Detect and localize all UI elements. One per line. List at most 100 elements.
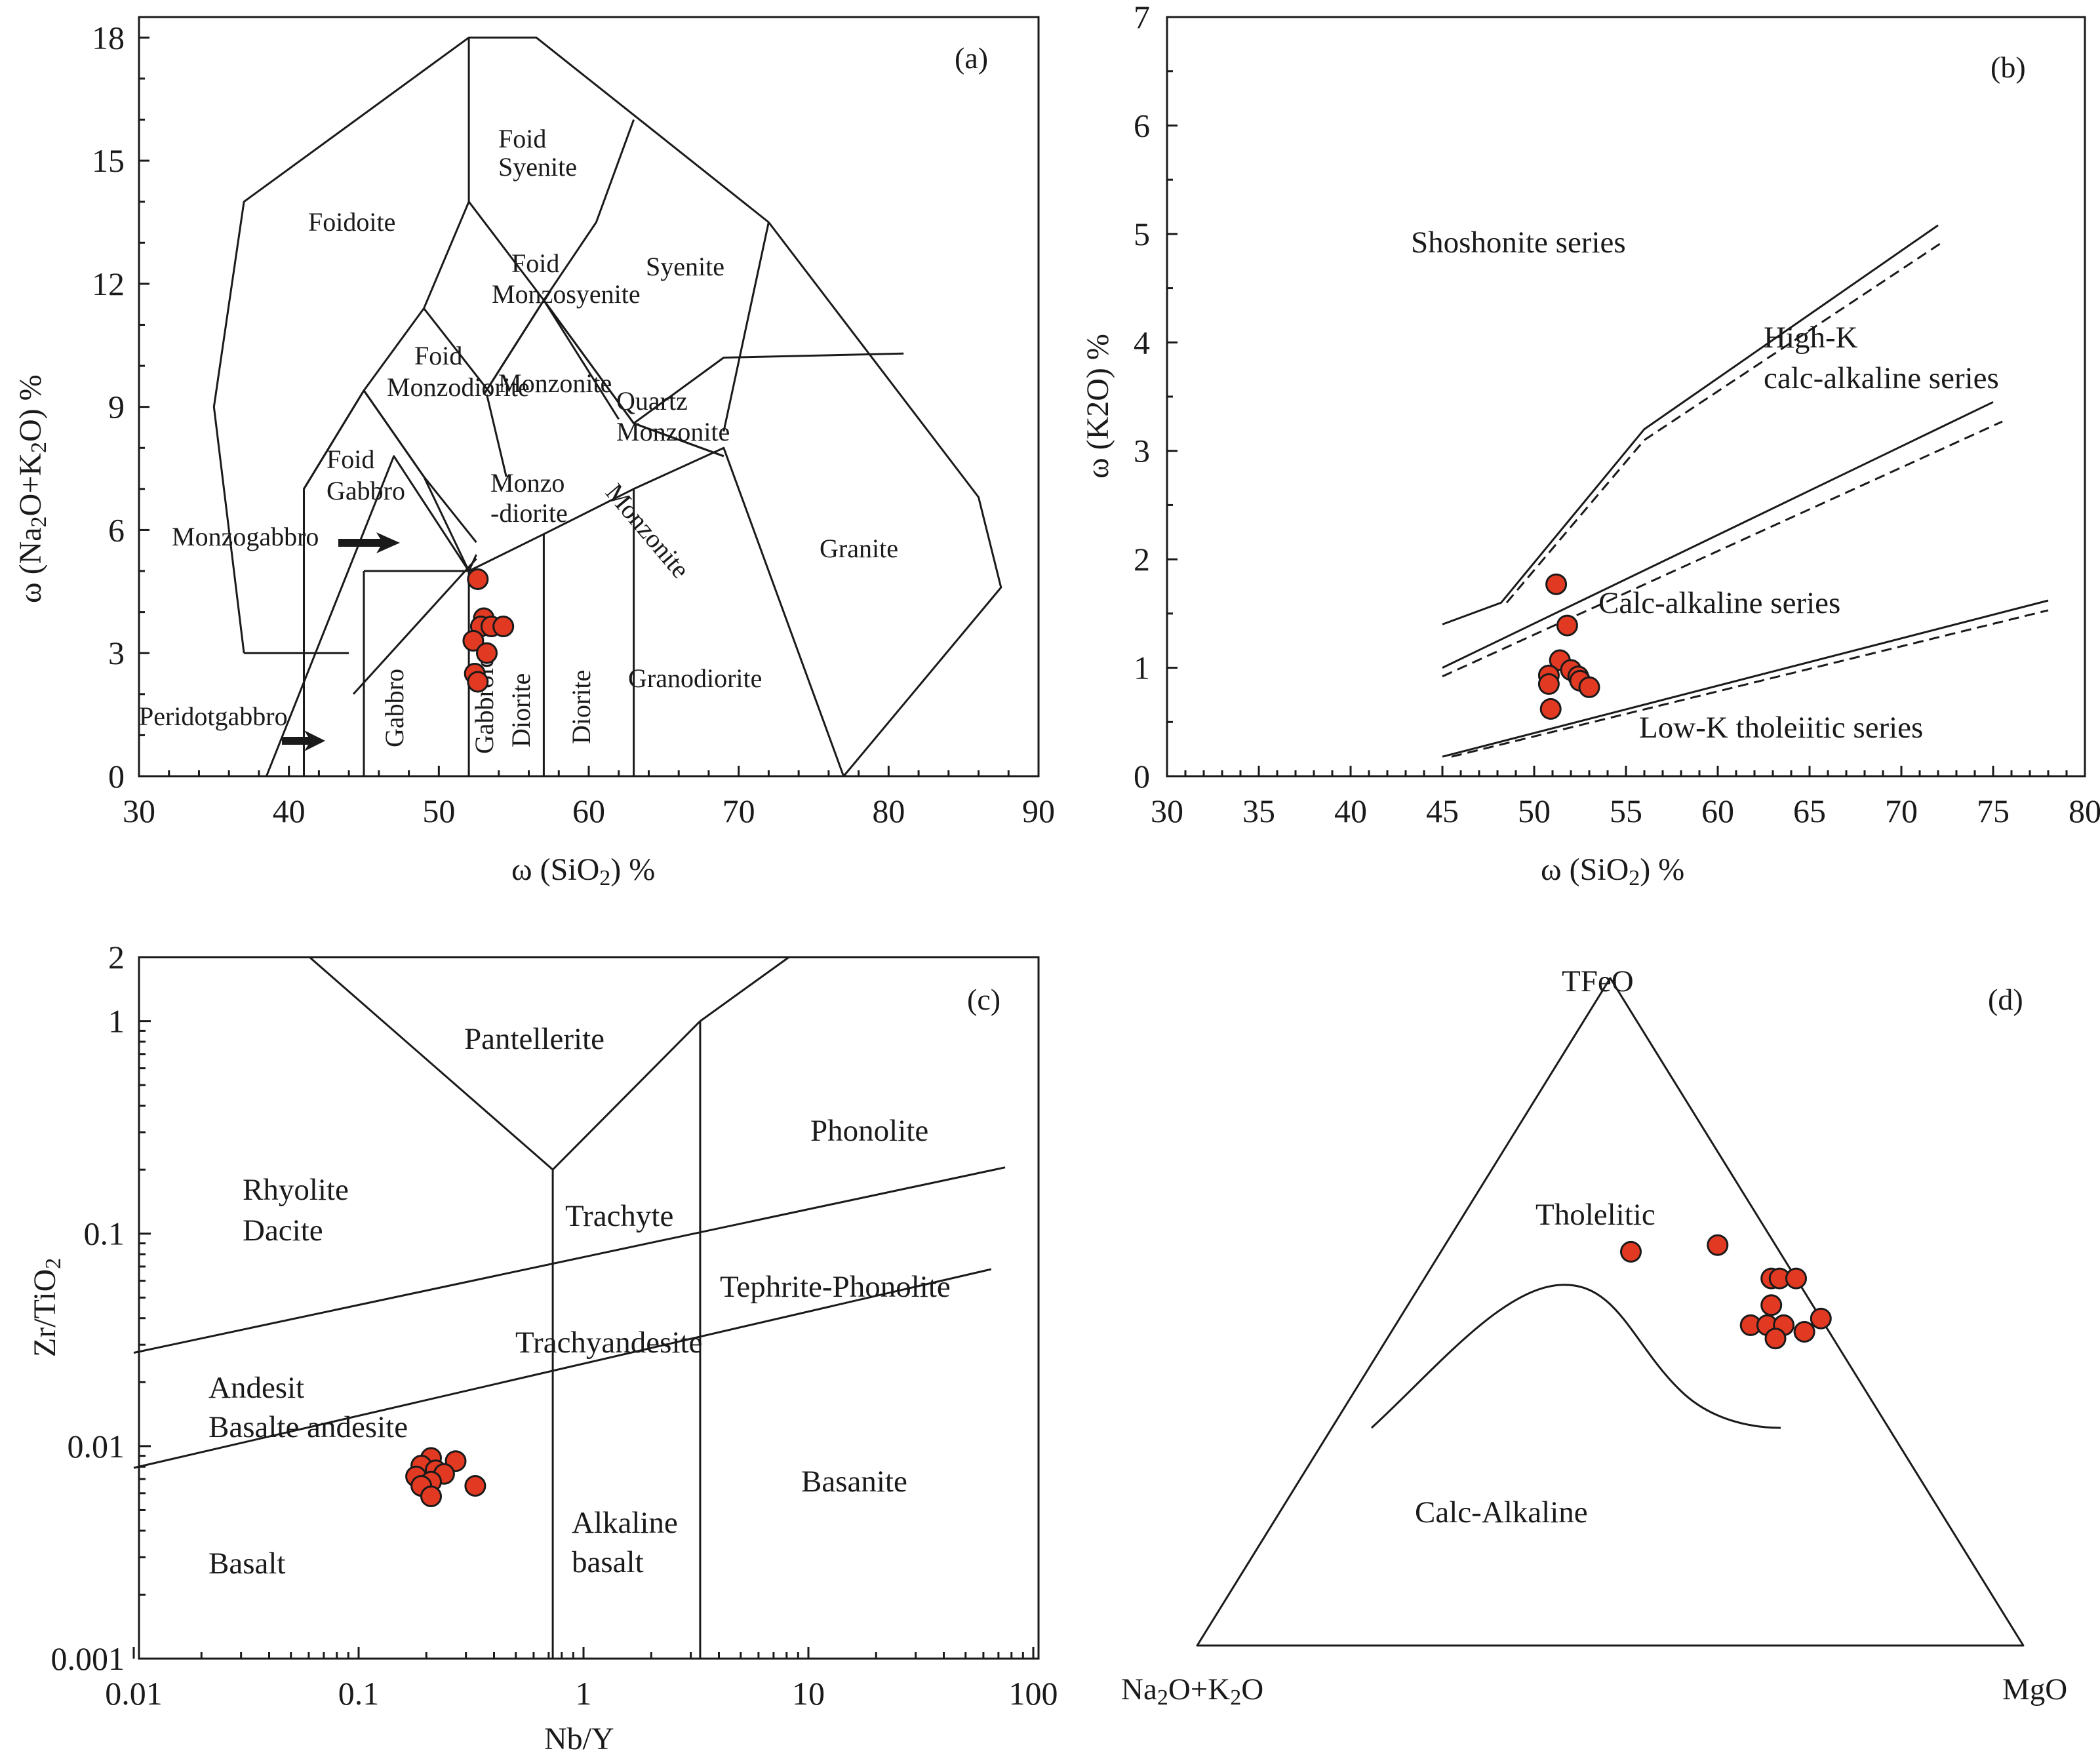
peridotgabbro-arrow-icon [282, 730, 325, 751]
y-tick-label: 2 [108, 939, 125, 976]
y-tick-label: 18 [92, 19, 125, 56]
tas-boundary [723, 222, 770, 432]
k2o-sample-point [1556, 614, 1578, 637]
panel-c-frame [138, 956, 1040, 1660]
nby-field-label: Pantellerite [464, 1022, 604, 1056]
shoshonite-highk-boundary-alt [1505, 241, 1943, 604]
tas-boundary [352, 558, 477, 695]
nby-sample-point [464, 1475, 486, 1497]
panel-a-field-labels: FoidoiteFoidSyeniteFoidMonzosyeniteSyeni… [139, 124, 898, 754]
tas-field-label: Granite [820, 534, 898, 563]
x-tick-label: 70 [723, 793, 755, 829]
tas-field-label: Diorite [566, 670, 596, 744]
nby-field-label: Rhyolite [243, 1173, 349, 1207]
y-tick-label: 15 [92, 142, 125, 179]
series-label: calc-alkaline series [1764, 361, 1999, 395]
x-tick-label: 40 [273, 793, 306, 829]
afm-sample-point [1764, 1328, 1787, 1350]
y-tick-label: 1 [1134, 650, 1150, 686]
panel-c-y-axis-label: Zr/TiO2 [28, 1258, 66, 1357]
pantellerite-boundary [700, 956, 790, 1022]
nby-field-label: Dacite [243, 1213, 323, 1248]
tas-boundary [543, 119, 635, 301]
panel-b-y-axis-label: ω (K2O) % [1080, 334, 1115, 479]
nby-field-label: Alkaline [572, 1506, 678, 1540]
x-tick-label: 40 [1334, 793, 1367, 829]
apex-label-mgo: MgO [2002, 1672, 2067, 1706]
nby-field-label: Andesit [208, 1371, 304, 1405]
tas-field-label: Foid [511, 248, 559, 278]
x-tick-label: 0.01 [105, 1675, 163, 1712]
k2o-sample-point [1578, 676, 1600, 698]
y-tick-label: 0 [1134, 758, 1150, 795]
nby-field-label: basalt [572, 1545, 644, 1579]
panel-d-letter: (d) [1988, 983, 2023, 1016]
shoshonite-highk-boundary [1442, 224, 1939, 625]
y-tick-label: 3 [108, 635, 125, 671]
panel-b-series-boundaries [1442, 224, 2049, 758]
nby-sample-point [420, 1486, 442, 1507]
tas-field-label: Diorite [506, 673, 536, 747]
tas-field-label: -diorite [490, 498, 568, 528]
y-tick-label: 3 [1134, 433, 1150, 469]
pantellerite-boundary [309, 956, 701, 1171]
panel-d-afm: (d) TFeO Na2O+K2O MgO Tholelitic Calc-Alk… [1121, 964, 2067, 1710]
k2o-sample-point [1539, 698, 1562, 720]
y-tick-label: 12 [92, 266, 125, 302]
panel-b-data-points [1537, 573, 1600, 720]
panel-b-letter: (b) [1991, 50, 2026, 84]
panel-c-x-axis-label: Nb/Y [544, 1722, 614, 1755]
panel-a-y-axis-label: ω (Na2O+K2O) % [13, 374, 51, 603]
nby-field-label: Basalt [208, 1547, 285, 1581]
panel-c-field-boundaries [133, 956, 1006, 1659]
calcalkaline-lowk-boundary [1442, 599, 2049, 758]
x-tick-label: 100 [1009, 1675, 1058, 1712]
x-tick-label: 35 [1242, 793, 1275, 829]
tas-boundary [483, 300, 545, 395]
tas-field-label: Syenite [646, 252, 724, 281]
nby-field-label: Phonolite [810, 1114, 928, 1148]
tas-boundary [633, 352, 904, 424]
nby-field-label: Tephrite-Phonolite [720, 1270, 951, 1304]
panel-c-y-ticks: 0.001 0.01 0.1 1 2 [51, 939, 151, 1677]
x-tick-label: 30 [123, 793, 155, 829]
series-label: Shoshonite series [1411, 226, 1626, 260]
x-tick-label: 70 [1885, 793, 1918, 829]
panel-b-y-ticks: 0 1 2 3 4 5 6 7 [1134, 0, 1178, 795]
apex-label-alkali: Na2O+K2O [1121, 1672, 1263, 1710]
y-tick-label: 0 [108, 758, 125, 795]
nby-field-label: Basalte andesite [208, 1410, 408, 1444]
x-tick-label: 10 [792, 1675, 825, 1712]
panel-a-x-axis-label: ω (SiO2) % [511, 852, 655, 890]
x-tick-label: 60 [1701, 793, 1734, 829]
y-tick-label: 2 [1134, 541, 1150, 578]
y-tick-label: 6 [1134, 107, 1150, 144]
x-tick-label: 1 [576, 1675, 592, 1712]
series-label: High-K [1764, 321, 1858, 355]
tas-sample-point [492, 616, 515, 637]
tas-field-label: Foid [498, 124, 546, 153]
apex-label-tfeo: TFeO [1562, 964, 1634, 998]
tas-field-label: Monzogabbro [172, 522, 319, 551]
tas-field-label: Monzo [490, 468, 565, 498]
nby-field-label: Basanite [801, 1465, 907, 1499]
panel-a-field-boundaries [212, 36, 1002, 777]
tas-sample-point [462, 629, 485, 652]
afm-sample-point [1785, 1267, 1807, 1290]
tas-boundary [363, 389, 425, 477]
y-tick-label: 6 [108, 511, 125, 548]
tas-field-label: Gabbro [380, 669, 409, 747]
panel-d-field-labels: Tholelitic Calc-Alkaline [1415, 1198, 1655, 1529]
k2o-sample-point [1545, 573, 1568, 595]
x-tick-label: 65 [1793, 793, 1826, 829]
panel-b-x-ticks: 30 35 40 45 50 55 60 65 70 75 80 [1151, 766, 2100, 829]
afm-triangle [1196, 977, 2025, 1647]
nby-field-label: Trachyandesite [515, 1326, 702, 1360]
highk-calcalkaline-boundary-alt [1442, 420, 2003, 678]
y-tick-label: 0.1 [84, 1215, 125, 1252]
y-tick-label: 1 [108, 1003, 125, 1040]
series-label: Low-K tholeiitic series [1639, 711, 1923, 745]
y-tick-label: 0.01 [68, 1428, 125, 1465]
tas-field-label: Peridotgabbro [139, 701, 288, 731]
